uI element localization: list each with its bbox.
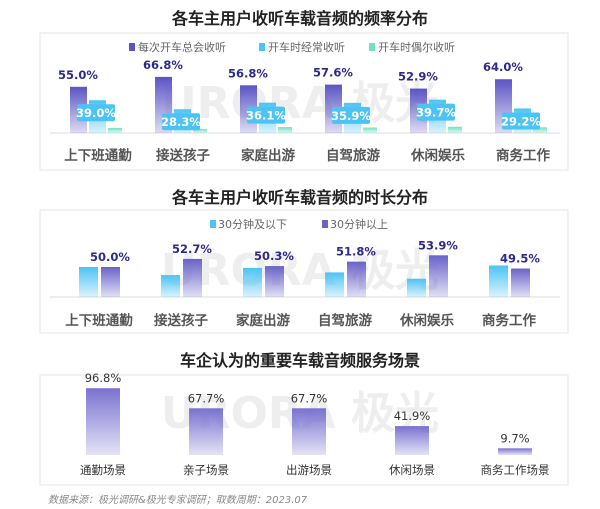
watermark: URORA 极光 xyxy=(161,245,439,296)
bar xyxy=(429,255,448,297)
data-label: 67.7% xyxy=(291,391,328,405)
data-label-box xyxy=(502,112,540,130)
category-label: 休闲娱乐 xyxy=(399,312,454,329)
data-label-box xyxy=(247,106,285,124)
legend-swatch xyxy=(210,220,216,228)
bar xyxy=(347,261,366,297)
legend-label: 每次开车总会收听 xyxy=(138,40,226,54)
watermark: URORA 极光 xyxy=(161,78,439,129)
data-label: 64.0% xyxy=(483,60,523,74)
legend-label: 30分钟及以下 xyxy=(218,217,287,231)
legend-label: 开车时偶尔收听 xyxy=(378,40,455,54)
category-label: 自驾旅游 xyxy=(318,312,372,329)
category-label: 商务工作场景 xyxy=(481,463,550,477)
bar xyxy=(108,127,122,133)
category-label: 自驾旅游 xyxy=(326,147,380,164)
chart-title: 车企认为的重要车载音频服务场景 xyxy=(180,351,420,370)
bar xyxy=(292,408,326,455)
bar xyxy=(511,268,530,297)
category-label: 上下班通勤 xyxy=(64,147,132,164)
category-label: 商务工作 xyxy=(496,147,550,164)
bar xyxy=(189,408,223,455)
bar xyxy=(183,258,202,297)
category-label: 出游场景 xyxy=(286,463,332,477)
category-label: 休闲场景 xyxy=(389,463,435,477)
data-label: 39.7% xyxy=(416,106,456,120)
data-label: 39.0% xyxy=(76,106,116,120)
category-label: 上下班通勤 xyxy=(65,312,133,329)
data-label: 53.9% xyxy=(418,238,458,252)
data-label: 51.8% xyxy=(336,245,376,259)
category-label: 商务工作 xyxy=(482,312,536,329)
data-label-box xyxy=(417,103,455,121)
data-label: 50.3% xyxy=(254,249,294,263)
data-label-box xyxy=(162,113,200,131)
legend-swatch xyxy=(322,220,328,228)
bar xyxy=(278,127,292,133)
category-label: 接送孩子 xyxy=(154,312,208,329)
bar xyxy=(325,272,344,297)
category-label: 家庭出游 xyxy=(241,147,295,164)
category-label: 通勤场景 xyxy=(80,463,126,477)
chart-title: 各车主用户收听车载音频的频率分布 xyxy=(171,9,428,28)
data-label: 50.0% xyxy=(90,250,130,264)
bar xyxy=(448,126,462,133)
bar xyxy=(489,265,508,297)
data-label: 29.2% xyxy=(501,114,541,128)
bar xyxy=(79,267,98,297)
data-label: 41.9% xyxy=(394,409,431,423)
data-label: 35.9% xyxy=(331,109,371,123)
data-label: 28.3% xyxy=(161,115,201,129)
category-label: 亲子场景 xyxy=(183,463,229,477)
bar xyxy=(498,448,532,455)
bar xyxy=(101,267,120,297)
bar xyxy=(395,426,429,455)
legend-swatch xyxy=(259,43,265,51)
category-label: 家庭出游 xyxy=(236,312,290,329)
legend-label: 30分钟以上 xyxy=(330,217,388,231)
legend-swatch xyxy=(129,43,135,51)
bar xyxy=(265,266,284,297)
data-label: 49.5% xyxy=(500,252,540,266)
category-label: 接送孩子 xyxy=(156,147,210,164)
bar xyxy=(363,127,377,133)
data-label: 9.7% xyxy=(500,431,529,445)
data-label: 36.1% xyxy=(246,109,286,123)
bar xyxy=(161,275,180,297)
bar xyxy=(407,278,426,297)
bar xyxy=(533,127,547,133)
data-label: 66.8% xyxy=(143,58,183,72)
bar xyxy=(193,128,207,133)
data-label: 55.0% xyxy=(58,68,98,82)
footer-source: 数据来源：极光调研&极光专家调研；取数周期：2023.07 xyxy=(48,494,308,506)
data-label: 56.8% xyxy=(228,66,268,80)
bar xyxy=(86,388,120,455)
data-label: 67.7% xyxy=(188,391,225,405)
chart-panel xyxy=(39,209,569,334)
data-label: 57.6% xyxy=(313,66,353,80)
data-label-box xyxy=(332,106,370,124)
bar xyxy=(243,267,262,297)
legend-label: 开车时经常收听 xyxy=(268,40,345,54)
category-label: 休闲娱乐 xyxy=(410,147,465,164)
chart-title: 各车主用户收听车载音频的时长分布 xyxy=(171,188,428,207)
chart-panel xyxy=(39,32,569,171)
legend-swatch xyxy=(369,43,375,51)
data-label: 52.7% xyxy=(172,242,212,256)
data-label: 96.8% xyxy=(85,371,122,385)
data-label: 52.9% xyxy=(398,70,438,84)
data-label-box xyxy=(77,104,115,122)
